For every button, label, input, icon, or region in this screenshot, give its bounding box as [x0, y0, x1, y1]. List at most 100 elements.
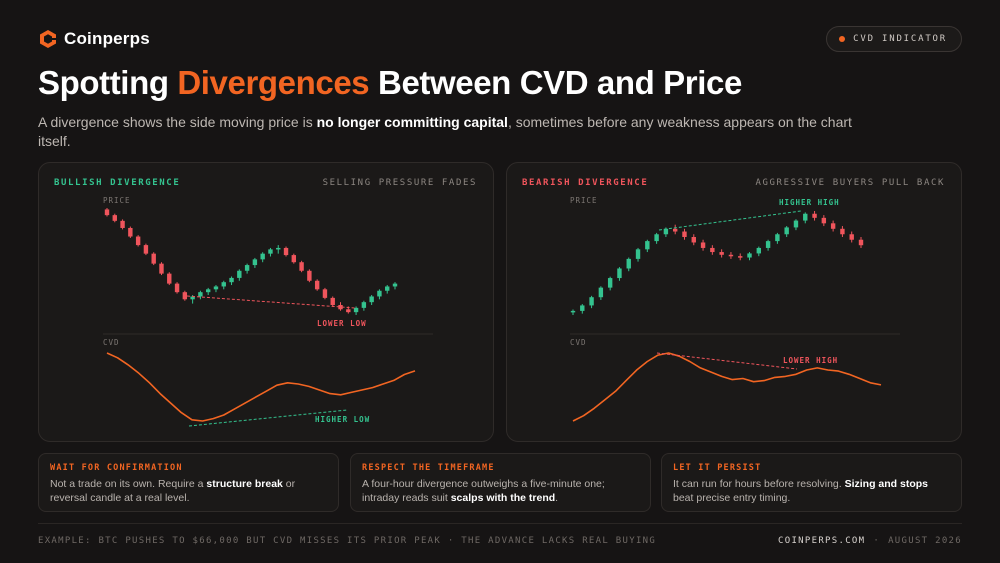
candle-body	[167, 273, 172, 284]
card-text: A four-hour divergence outweighs a five-…	[362, 478, 605, 504]
candle-body	[182, 292, 188, 300]
candle-body	[377, 290, 382, 297]
price-axis-label: PRICE	[103, 196, 131, 205]
subtitle-emphasis: no longer committing capital	[316, 114, 508, 130]
coinperps-logo-icon	[40, 30, 56, 48]
candle-body	[682, 231, 687, 237]
card-title: LET IT PERSIST	[673, 463, 762, 473]
footer-site-link[interactable]: COINPERPS.COM	[778, 536, 866, 546]
candle-body	[617, 268, 622, 279]
title-prefix: Spotting	[38, 64, 178, 101]
brand-name: Coinperps	[64, 29, 150, 48]
page-title: Spotting Divergences Between CVD and Pri…	[38, 64, 742, 102]
candle-body	[307, 270, 312, 281]
candle-body	[672, 228, 678, 232]
card-text: beat precise entry timing.	[673, 492, 791, 504]
candle-body	[338, 305, 343, 310]
cvd-line	[572, 352, 882, 422]
card-body: A four-hour divergence outweighs a five-…	[362, 477, 639, 505]
card-text: It can run for hours before resolving.	[673, 478, 845, 490]
bullish-divergence-chart: PRICE CVD LOWER LOW HIGHER LOW	[103, 196, 433, 427]
card-text: or reversal candle at a real level.	[50, 478, 296, 504]
price-annotation: HIGHER HIGH	[779, 198, 840, 207]
card-body: Not a trade on its own. Require a struct…	[50, 477, 327, 505]
cvd-axis-label: CVD	[570, 338, 587, 347]
candle-body	[645, 241, 650, 250]
candle-body	[291, 255, 297, 263]
candle-body	[830, 223, 836, 229]
title-accent: Divergences	[177, 64, 370, 101]
candle-body	[626, 258, 631, 269]
candle-body	[812, 213, 817, 218]
candle-body	[598, 287, 604, 298]
candle-body	[361, 302, 367, 308]
price-divergence-line	[658, 210, 802, 231]
candle-body	[353, 307, 359, 313]
candle-body	[314, 280, 320, 290]
candle-body	[205, 289, 211, 293]
candle-body	[252, 259, 258, 266]
card-emphasis: structure break	[206, 478, 283, 490]
cvd-line	[106, 352, 416, 422]
panel-note: SELLING PRESSURE FADES	[322, 178, 477, 188]
bullish-divergence-panel: BULLISH DIVERGENCE SELLING PRESSURE FADE…	[38, 162, 494, 442]
candle-body	[803, 213, 808, 221]
cvd-divergence-line	[656, 352, 798, 370]
candle-body	[174, 283, 180, 293]
info-card-timeframe: RESPECT THE TIMEFRAME A four-hour diverg…	[350, 453, 651, 512]
candle-body	[213, 286, 219, 290]
candle-body	[728, 254, 734, 257]
cvd-axis-label: CVD	[103, 338, 120, 347]
panel-header: BULLISH DIVERGENCE SELLING PRESSURE FADE…	[54, 178, 477, 188]
candle-body	[385, 286, 390, 291]
bearish-divergence-panel: BEARISH DIVERGENCE AGGRESSIVE BUYERS PUL…	[506, 162, 962, 442]
panel-header: BEARISH DIVERGENCE AGGRESSIVE BUYERS PUL…	[522, 178, 945, 188]
candle-body	[151, 253, 156, 264]
page-subtitle: A divergence shows the side moving price…	[38, 113, 878, 151]
candle-body	[784, 227, 789, 235]
footer-date: AUGUST 2026	[888, 536, 962, 546]
candle-body	[654, 234, 659, 242]
candle-body	[237, 270, 242, 278]
info-card-persist: LET IT PERSIST It can run for hours befo…	[661, 453, 962, 512]
card-title: WAIT FOR CONFIRMATION	[50, 463, 183, 473]
candle-body	[840, 228, 845, 235]
candle-body	[229, 277, 234, 283]
candle-body	[580, 305, 585, 311]
cvd-divergence-line	[188, 409, 348, 427]
candle-body	[299, 262, 304, 271]
footer-meta: COINPERPS.COM · AUGUST 2026	[778, 536, 962, 546]
badge-dot-icon	[839, 36, 846, 42]
candle-body	[570, 310, 576, 313]
card-text: .	[555, 492, 559, 504]
candle-body	[221, 282, 226, 287]
candle-body	[346, 309, 351, 313]
candle-body	[330, 297, 335, 306]
footer-divider	[38, 523, 962, 524]
price-annotation: LOWER LOW	[317, 319, 367, 328]
footer-separator: ·	[873, 536, 881, 546]
brand[interactable]: Coinperps	[38, 29, 150, 49]
candle-body	[738, 256, 743, 258]
candle-body	[112, 215, 117, 221]
candle-body	[747, 253, 752, 258]
candle-body	[589, 297, 594, 306]
cvd-annotation: LOWER HIGH	[783, 356, 838, 365]
candle-body	[244, 265, 250, 271]
candle-body	[104, 209, 110, 216]
candle-body	[322, 289, 328, 298]
candle-body	[607, 278, 613, 288]
card-body: It can run for hours before resolving. S…	[673, 477, 950, 505]
footer-example: EXAMPLE: BTC PUSHES TO $66,000 BUT CVD M…	[38, 536, 657, 546]
candle-body	[128, 227, 133, 237]
panel-note: AGGRESSIVE BUYERS PULL BACK	[755, 178, 945, 188]
candle-body	[821, 217, 827, 224]
price-divergence-line	[186, 295, 356, 309]
candle-body	[283, 247, 289, 256]
candle-body	[663, 228, 669, 235]
bearish-divergence-chart: PRICE CVD HIGHER HIGH LOWER HIGH	[570, 196, 900, 422]
candle-body	[858, 239, 864, 246]
candle-body	[691, 237, 696, 243]
candle-body	[135, 236, 141, 246]
price-candles	[570, 211, 864, 315]
